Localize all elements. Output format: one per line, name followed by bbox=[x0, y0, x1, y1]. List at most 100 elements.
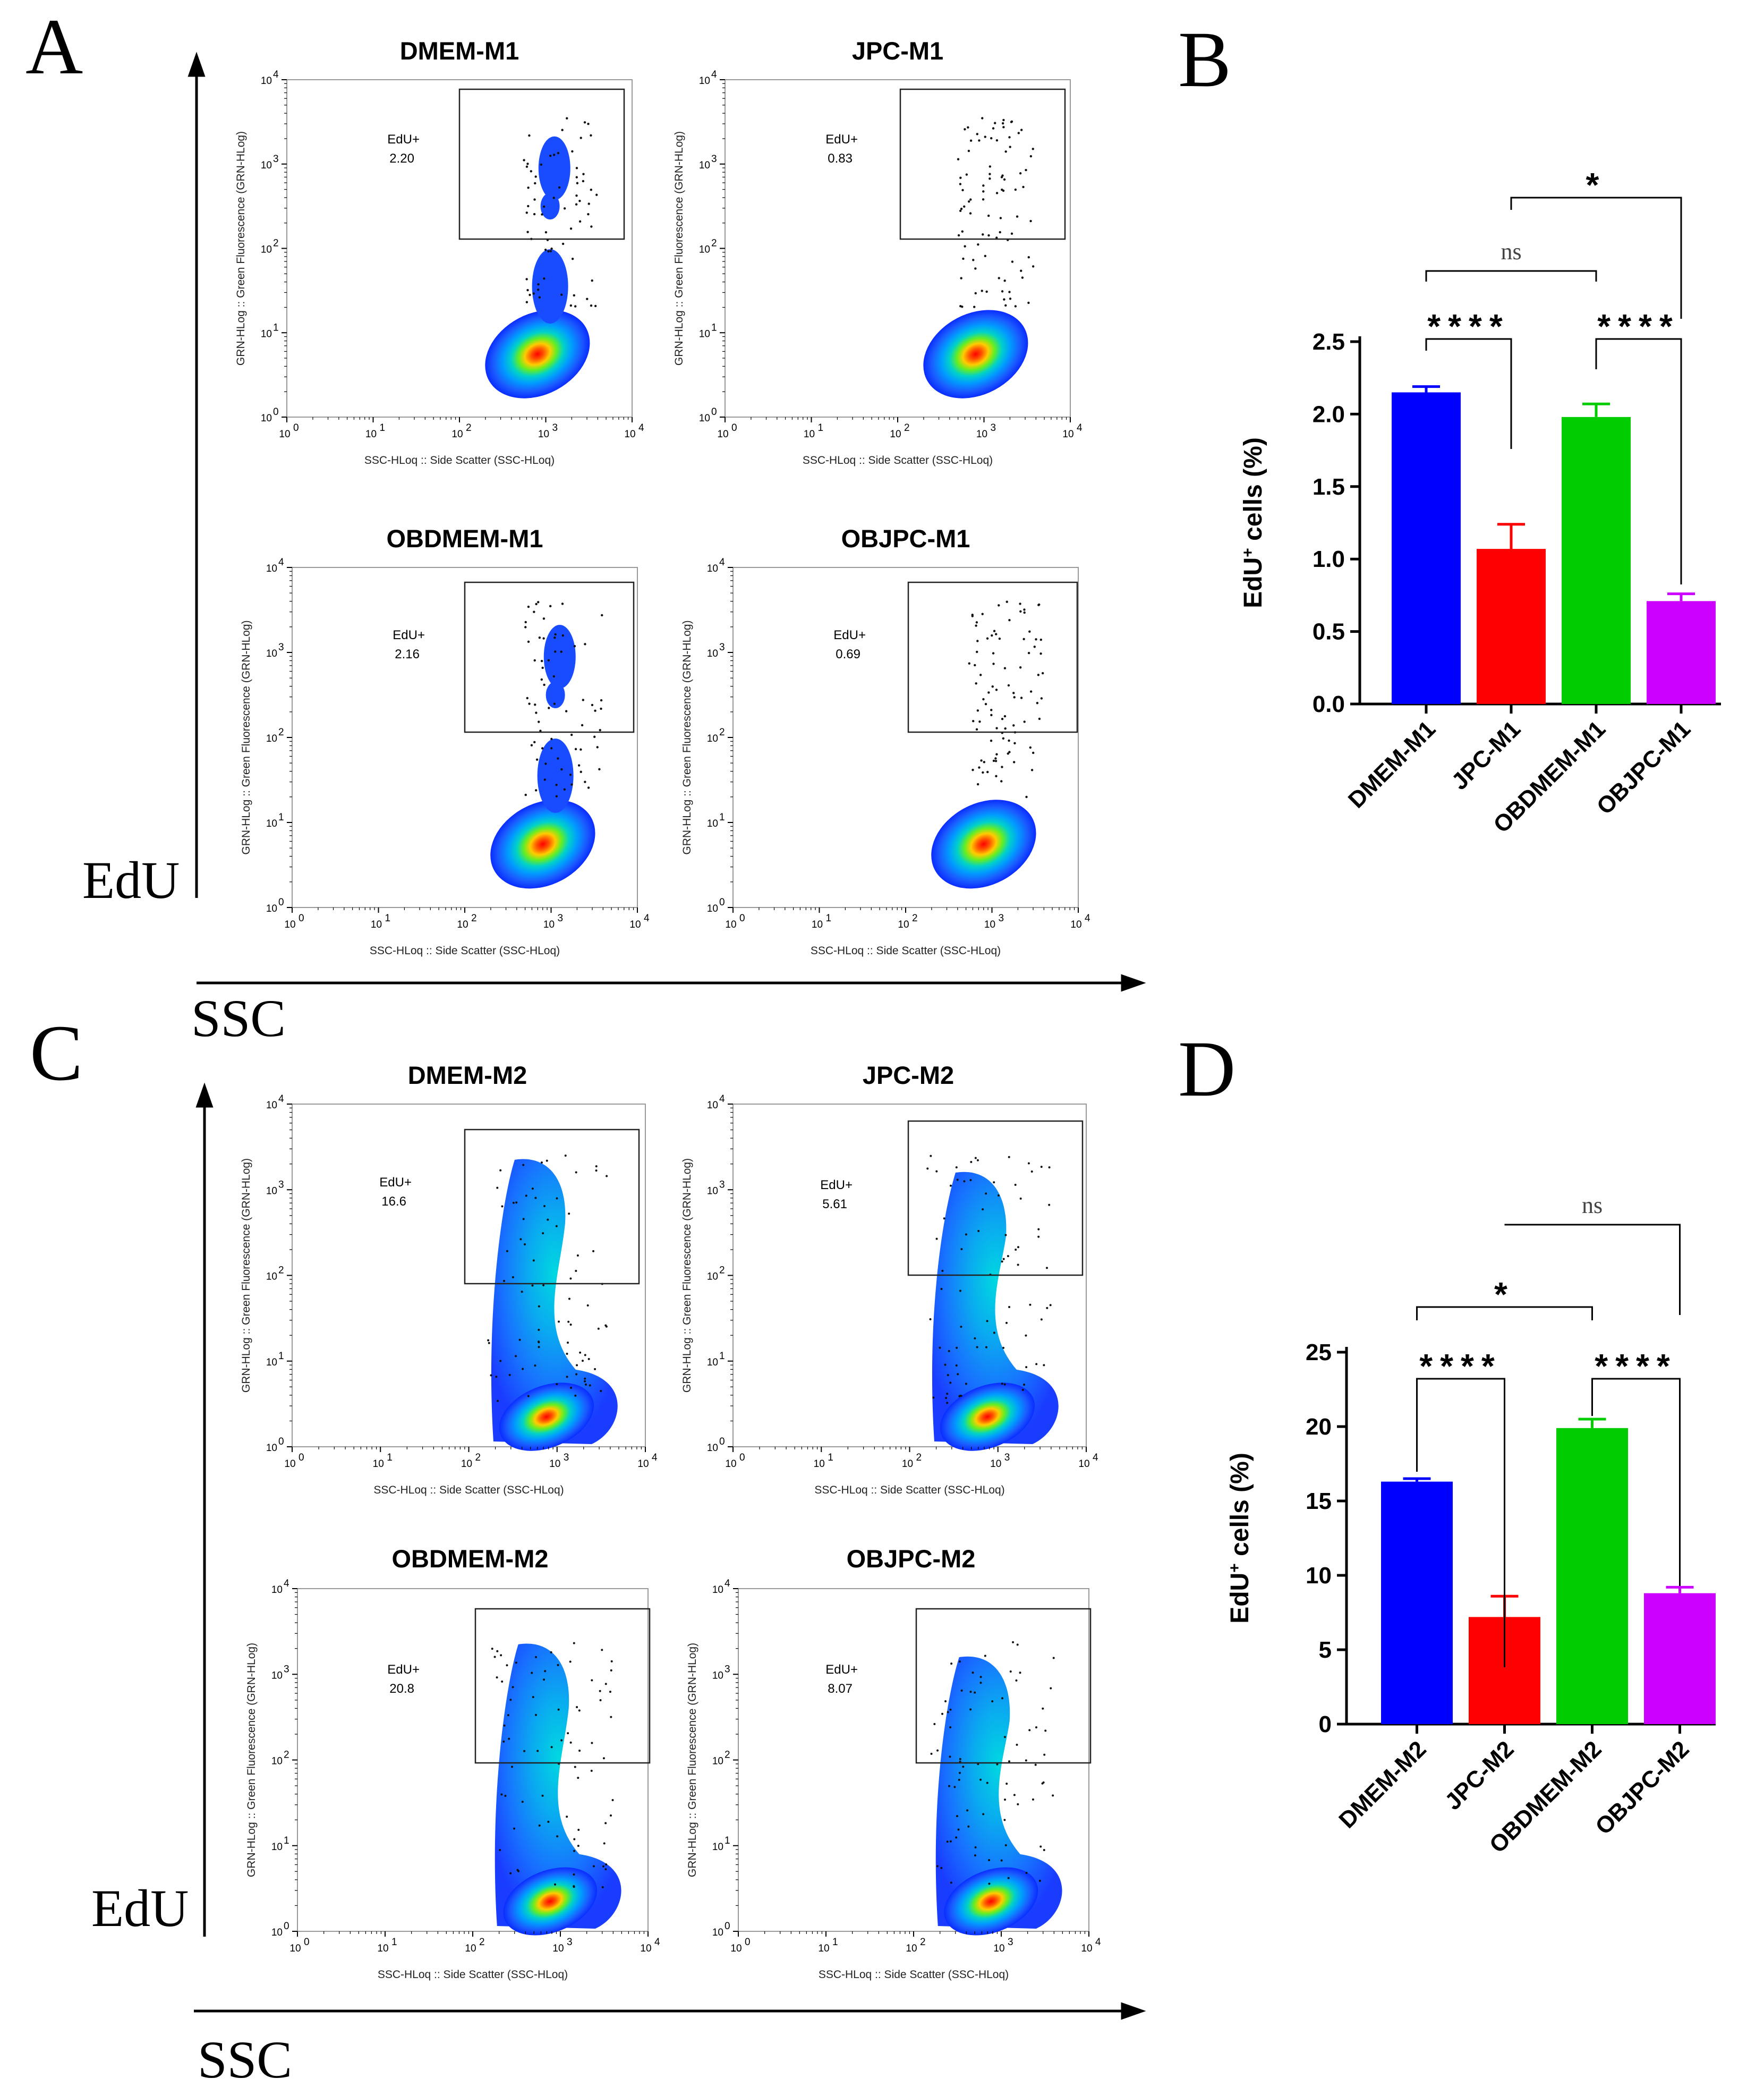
x-tick-exp: 3 bbox=[552, 422, 558, 434]
y-tick-exp: 2 bbox=[719, 1265, 725, 1276]
x-tick-exp: 0 bbox=[304, 1937, 310, 1948]
x-tick-exp: 4 bbox=[644, 913, 650, 924]
y-tick-label: 10 bbox=[271, 1670, 283, 1681]
bar bbox=[1644, 1593, 1716, 1724]
x-tick-label: 10 bbox=[284, 919, 295, 930]
x-tick-label: 10 bbox=[725, 919, 736, 930]
x-tick-exp: 1 bbox=[387, 1452, 393, 1463]
y-tick-exp: 2 bbox=[725, 1750, 730, 1761]
x-tick-label: 10 bbox=[1081, 1943, 1092, 1954]
gate-rect bbox=[474, 1608, 651, 1764]
x-axis-label: SSC-HLoq :: Side Scatter (SSC-HLoq) bbox=[814, 1484, 1004, 1496]
y-title-main: EdU bbox=[1239, 557, 1267, 608]
y-tick-label: 10 bbox=[699, 75, 710, 87]
x-tick-exp: 3 bbox=[1004, 1452, 1010, 1463]
y-tick-exp: 4 bbox=[711, 69, 717, 80]
y-tick-label: 10 bbox=[271, 1584, 283, 1596]
y-tick-label: 1.0 bbox=[1313, 546, 1345, 572]
density-blob bbox=[490, 625, 595, 889]
x-tick-label: 10 bbox=[1070, 919, 1081, 930]
x-tick-exp: 1 bbox=[385, 913, 391, 924]
significance-bracket bbox=[1416, 1378, 1505, 1667]
y-tick-label: 5 bbox=[1319, 1637, 1332, 1663]
x-axis-label: SSC-HLoq :: Side Scatter (SSC-HLoq) bbox=[364, 454, 555, 466]
y-tick-exp: 4 bbox=[725, 1578, 730, 1589]
y-tick-label: 10 bbox=[699, 160, 710, 171]
y-tick-label: 10 bbox=[266, 733, 277, 744]
x-tick-label: 10 bbox=[289, 1943, 301, 1954]
y-title-rest: cells (%) bbox=[1239, 437, 1267, 548]
outer-axes-c bbox=[194, 1082, 1146, 2020]
y-tick-label: 10 bbox=[266, 1185, 277, 1197]
x-tick-exp: 2 bbox=[904, 422, 910, 434]
x-tick-label: 10 bbox=[906, 1943, 917, 1954]
y-tick-label: 10 bbox=[712, 1927, 723, 1938]
x-tick-exp: 0 bbox=[731, 422, 737, 434]
x-tick-label: 10 bbox=[373, 1458, 384, 1470]
x-tick-exp: 2 bbox=[912, 913, 918, 924]
y-tick-label: 10 bbox=[707, 903, 718, 914]
x-tick-exp: 0 bbox=[299, 913, 304, 924]
x-tick-label: 10 bbox=[1062, 429, 1073, 440]
significance-bracket bbox=[1510, 197, 1682, 319]
x-tick-label: 10 bbox=[377, 1943, 388, 1954]
y-tick-label: 10 bbox=[707, 1443, 718, 1454]
gate-name: EdU+ bbox=[833, 628, 866, 642]
y-tick-label: 10 bbox=[707, 1100, 718, 1111]
x-tick-exp: 0 bbox=[739, 913, 745, 924]
y-tick-label: 10 bbox=[261, 160, 272, 171]
y-tick-exp: 4 bbox=[719, 1093, 725, 1105]
gate-rect bbox=[458, 88, 625, 240]
significance-label: ns bbox=[1501, 239, 1521, 265]
y-tick-exp: 0 bbox=[273, 406, 279, 418]
y-tick-label: 1.5 bbox=[1313, 474, 1345, 500]
ssc-axis-label-a: SSC bbox=[191, 989, 286, 1048]
x-tick-exp: 3 bbox=[567, 1937, 573, 1948]
x-tick-label: 10 bbox=[371, 919, 382, 930]
significance-label: **** bbox=[1427, 307, 1510, 345]
edu-axis-label-a: EdU bbox=[82, 851, 180, 910]
bar bbox=[1562, 417, 1631, 704]
ssc-axis-label-c: SSC bbox=[198, 2030, 292, 2087]
flow-plot-title: JPC-M1 bbox=[852, 37, 943, 65]
y-tick-label: 10 bbox=[699, 244, 710, 256]
flow-plot-title: OBJPC-M2 bbox=[847, 1545, 976, 1573]
gate-value: 5.61 bbox=[822, 1197, 847, 1211]
gate-value: 2.20 bbox=[389, 151, 414, 166]
flow-plot: OBDMEM-M1EdU+2.1610010010110110210210310… bbox=[240, 524, 650, 957]
x-tick-label: 10 bbox=[549, 1458, 560, 1470]
gate-rect bbox=[915, 1608, 1092, 1764]
flow-plot-title: JPC-M2 bbox=[863, 1061, 954, 1089]
y-tick-exp: 4 bbox=[278, 557, 284, 568]
category-label: OBJPC-M2 bbox=[1590, 1736, 1694, 1839]
y-tick-label: 10 bbox=[266, 1100, 277, 1111]
gate-value: 0.83 bbox=[828, 151, 853, 166]
panel-letter-d: D bbox=[1178, 1025, 1235, 1113]
x-tick-exp: 1 bbox=[391, 1937, 397, 1948]
y-tick-label: 10 bbox=[707, 648, 718, 659]
y-tick-exp: 3 bbox=[725, 1664, 730, 1675]
x-tick-exp: 3 bbox=[991, 422, 996, 434]
gate-value: 2.16 bbox=[395, 647, 420, 661]
gate-name: EdU+ bbox=[393, 628, 425, 642]
gate-value: 16.6 bbox=[381, 1194, 406, 1209]
y-axis-label: GRN-HLog :: Green Fluorescence (GRN-HLog… bbox=[681, 1158, 693, 1393]
y-tick-exp: 3 bbox=[278, 1179, 284, 1190]
significance-bracket bbox=[1416, 1306, 1593, 1320]
x-tick-exp: 3 bbox=[558, 913, 564, 924]
y-tick-exp: 4 bbox=[273, 69, 279, 80]
density-blob bbox=[491, 1159, 618, 1451]
x-tick-label: 10 bbox=[990, 1458, 1001, 1470]
x-tick-label: 10 bbox=[461, 1458, 472, 1470]
x-tick-exp: 4 bbox=[1085, 913, 1090, 924]
x-tick-exp: 4 bbox=[652, 1452, 658, 1463]
x-tick-label: 10 bbox=[725, 1458, 736, 1470]
y-tick-exp: 1 bbox=[284, 1835, 289, 1846]
scatter-dots bbox=[524, 601, 603, 798]
x-tick-exp: 2 bbox=[916, 1452, 922, 1463]
x-axis-label: SSC-HLoq :: Side Scatter (SSC-HLoq) bbox=[370, 945, 560, 957]
y-tick-label: 10 bbox=[712, 1756, 723, 1767]
